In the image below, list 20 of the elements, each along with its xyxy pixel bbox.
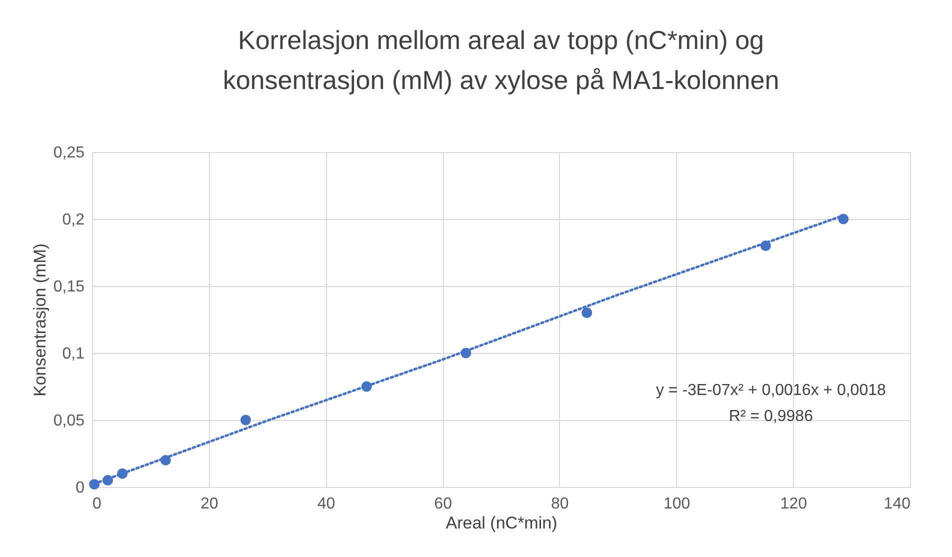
annotation: y = -3E-07x² + 0,0016x + 0,0018 — [656, 382, 886, 399]
x-tick-label: 120 — [780, 496, 808, 512]
x-tick-label: 20 — [200, 496, 218, 512]
text: konsentrasjon (mM) av xylose på MA1-kolonnen — [222, 65, 780, 95]
text: Korrelasjon mellom areal av topp (nC*min) og — [238, 25, 764, 55]
x-tick-label: 60 — [434, 496, 452, 512]
y-tick-label: 0,1 — [62, 346, 85, 362]
x-tick-label: 140 — [884, 496, 911, 512]
y-tick-label: 0,2 — [62, 212, 85, 228]
y-tick-label: 0,15 — [53, 278, 85, 296]
y-tick-label: 0 — [76, 480, 85, 496]
x-tick-label: 80 — [551, 496, 569, 512]
y-tick-label: 0,25 — [53, 144, 85, 162]
x-tick-label: 100 — [663, 496, 690, 512]
y-axis-title: Konsentrasjon (mM) — [30, 243, 50, 397]
x-tick-label: 40 — [317, 496, 336, 512]
y-tick-label: 0,05 — [53, 412, 85, 430]
x-tick-label: 0 — [92, 496, 102, 512]
x-axis-title: Areal (nC*min) — [446, 514, 558, 532]
annotation: R² = 0,9986 — [728, 408, 814, 425]
